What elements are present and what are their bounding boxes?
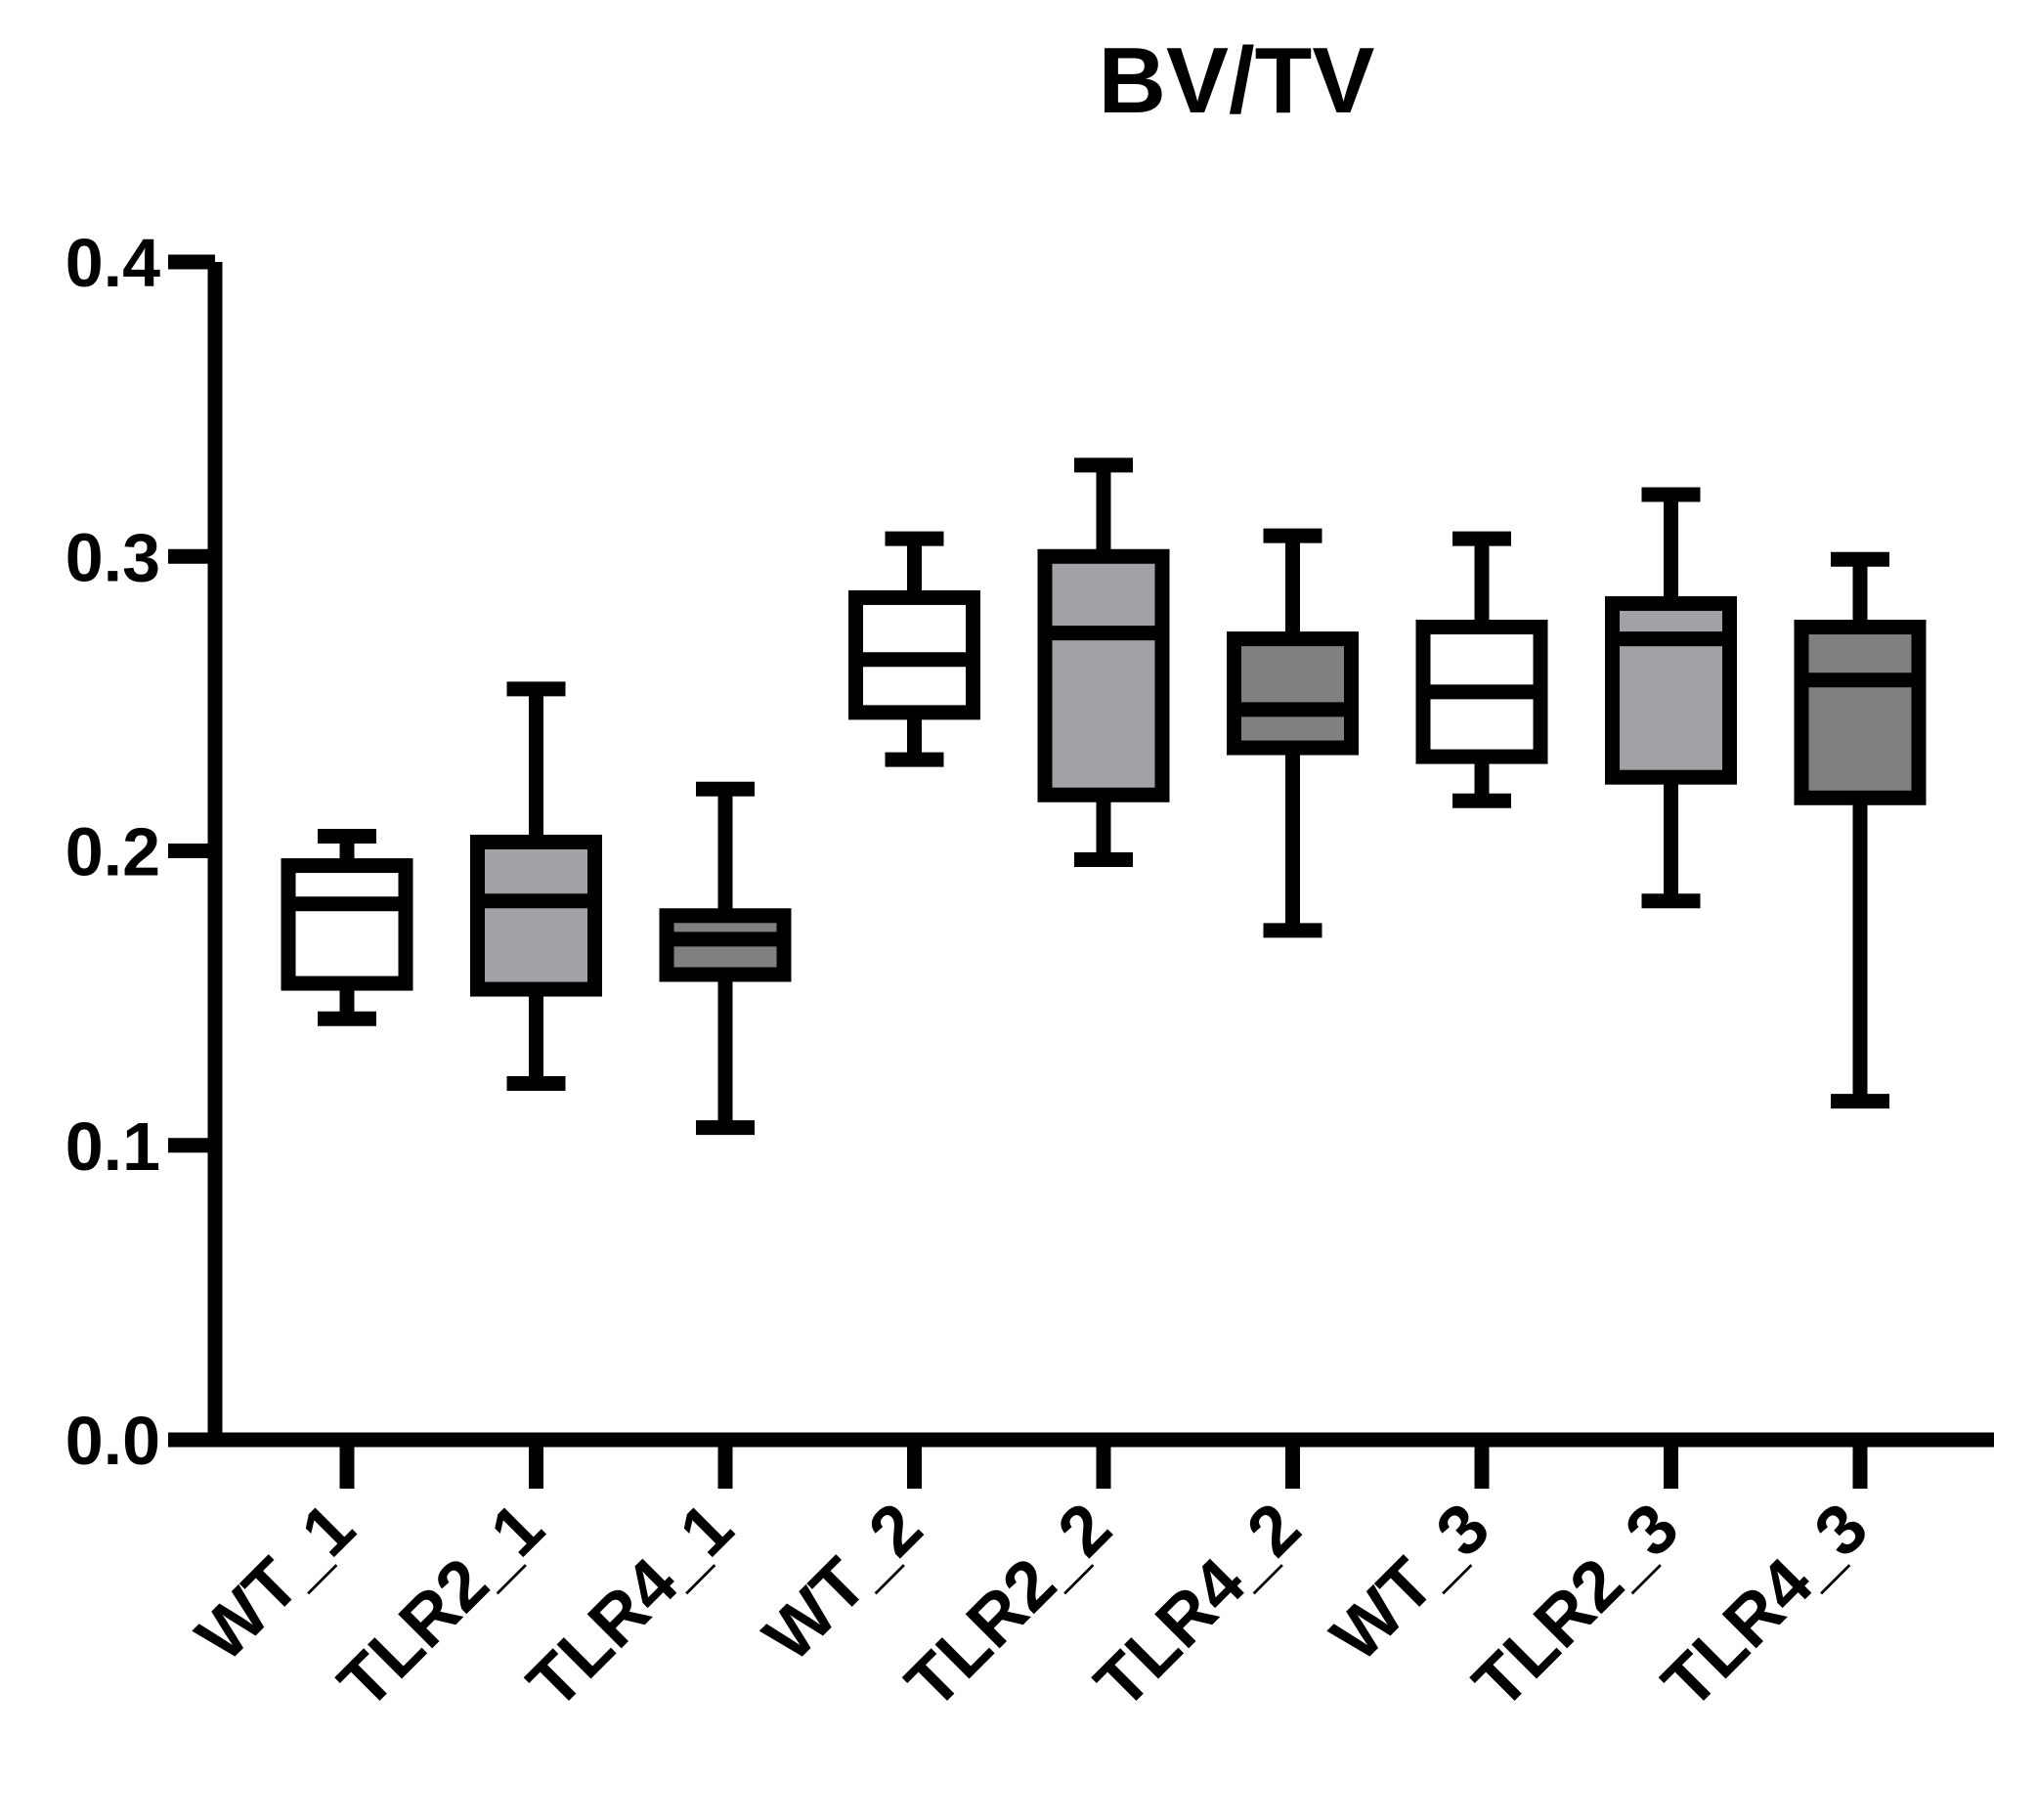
box-wt-1: [281, 828, 413, 1026]
y-tick-label: 0.0: [65, 1403, 160, 1479]
axes: 0.0 0.1 0.2 0.3 0.4: [65, 225, 1994, 1489]
iqr-box: [470, 834, 602, 997]
box-tlr4-2: [1227, 528, 1359, 938]
box-tlr4-3: [1794, 551, 1927, 1109]
x-tick-label: TLR4_1: [513, 1489, 748, 1723]
x-tick-label: TLR2_1: [324, 1489, 558, 1723]
iqr-box: [1605, 595, 1737, 785]
x-tick-label: TLR2_2: [891, 1489, 1126, 1723]
box-wt-3: [1415, 531, 1548, 808]
y-tick-label: 0.3: [65, 519, 160, 595]
x-tick-label: WT_3: [1317, 1489, 1504, 1676]
box-series: [281, 457, 1927, 1136]
box-tlr2-1: [470, 681, 602, 1091]
x-tick-label: TLR4_3: [1648, 1489, 1883, 1723]
chart-title: BV/TV: [1099, 28, 1375, 133]
x-tick-label: WT_2: [749, 1489, 936, 1676]
x-tick-label: TLR4_2: [1080, 1489, 1315, 1723]
iqr-box: [1227, 631, 1359, 756]
iqr-box: [1037, 548, 1170, 802]
iqr-box: [281, 858, 413, 991]
x-tick-label: TLR2_3: [1458, 1489, 1693, 1723]
box-tlr4-1: [659, 781, 792, 1136]
box-tlr2-3: [1605, 487, 1737, 909]
y-tick-label: 0.1: [65, 1108, 160, 1185]
box-tlr2-2: [1037, 457, 1170, 868]
iqr-box: [1794, 620, 1927, 805]
y-tick-label: 0.4: [65, 225, 160, 301]
box-wt-2: [848, 531, 980, 767]
y-tick-label: 0.2: [65, 814, 160, 890]
x-tick-label: WT_1: [182, 1489, 369, 1676]
